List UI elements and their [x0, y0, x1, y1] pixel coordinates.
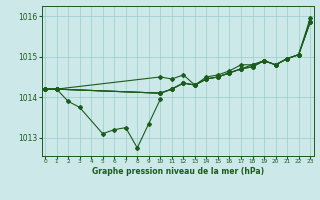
X-axis label: Graphe pression niveau de la mer (hPa): Graphe pression niveau de la mer (hPa): [92, 167, 264, 176]
